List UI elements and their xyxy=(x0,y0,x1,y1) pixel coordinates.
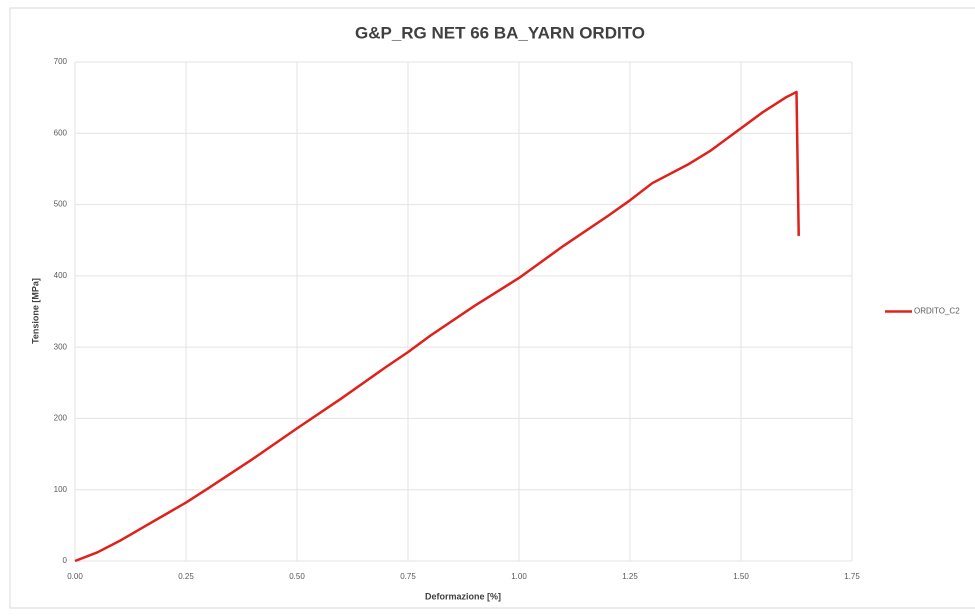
x-tick-label: 0.25 xyxy=(178,572,194,581)
y-tick-label: 600 xyxy=(54,128,68,137)
legend-label: ORDITO_C2 xyxy=(914,307,960,316)
x-tick-label: 1.75 xyxy=(844,572,860,581)
y-tick-label: 0 xyxy=(63,556,68,565)
x-tick-label: 0.50 xyxy=(289,572,305,581)
y-axis-label: Tensione [MPa] xyxy=(30,278,40,344)
data-line xyxy=(74,90,800,563)
x-tick-label: 1.50 xyxy=(733,572,749,581)
x-tick-label: 1.25 xyxy=(622,572,638,581)
x-axis-label: Deformazione [%] xyxy=(425,591,501,601)
y-tick-label: 200 xyxy=(54,414,68,423)
y-tick-label: 500 xyxy=(54,200,68,209)
y-tick-label: 400 xyxy=(54,271,68,280)
chart-frame xyxy=(9,7,975,609)
y-tick-label: 700 xyxy=(54,57,68,66)
chart-title: G&P_RG NET 66 BA_YARN ORDITO xyxy=(355,23,645,42)
x-tick-label: 1.00 xyxy=(511,572,527,581)
y-tick-label: 300 xyxy=(54,342,68,351)
x-tick-label: 0.00 xyxy=(67,572,83,581)
y-tick-label: 100 xyxy=(54,485,68,494)
x-tick-label: 0.75 xyxy=(400,572,416,581)
